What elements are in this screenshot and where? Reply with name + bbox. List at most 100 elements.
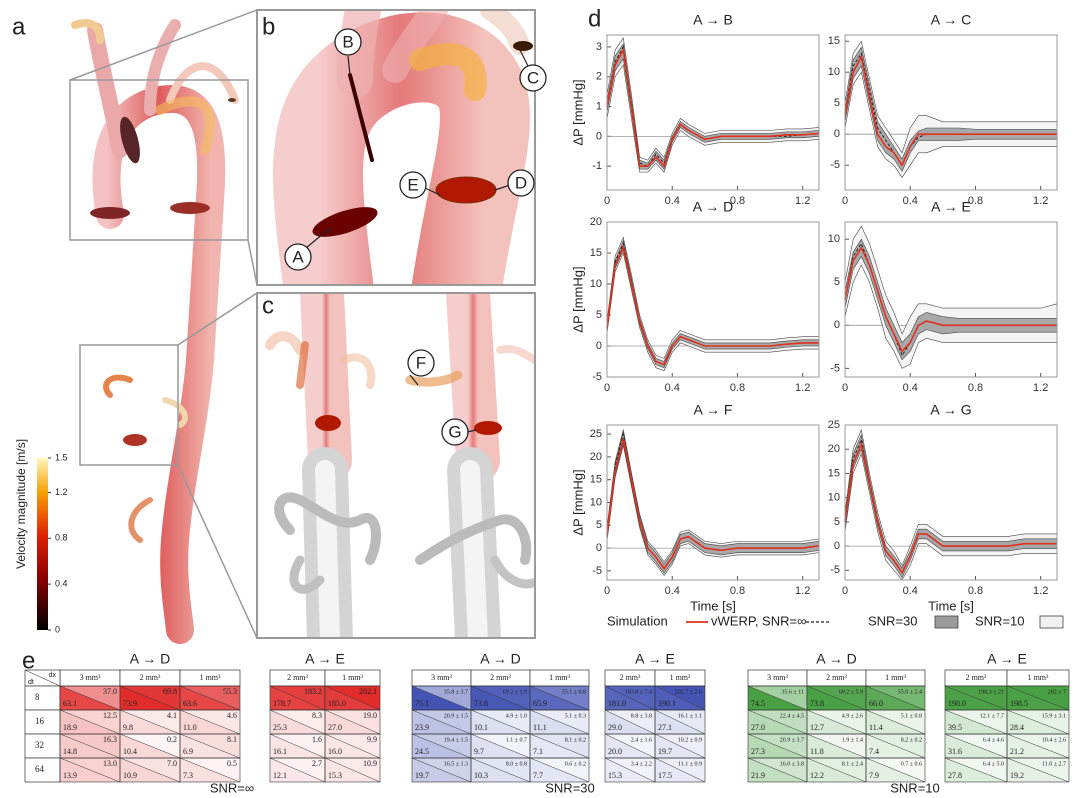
x-tick-label: 1.2	[1033, 382, 1048, 394]
marker-label: A	[292, 247, 304, 266]
cell-lower-value: 9.7	[474, 747, 484, 756]
cell-lower-value: 21.2	[1010, 747, 1024, 756]
x-tick-label: 0.8	[968, 585, 983, 597]
cell-lower-value: 12.2	[810, 771, 824, 780]
x-axis-label: Time [s]	[928, 598, 974, 613]
panel-label: d	[588, 5, 601, 32]
y-tick-label: 15	[590, 247, 602, 259]
y-tick-label: 25	[828, 419, 840, 431]
cell-upper-value: 16.1 ± 1.1	[678, 713, 702, 719]
chart-title: A → E	[931, 199, 971, 215]
cell-upper-value: 55.1 ± 0.8	[562, 689, 586, 695]
cell-lower-value: 63.6	[183, 699, 197, 708]
y-tick-label: 5	[834, 97, 840, 109]
x-tick-label: 0	[842, 585, 848, 597]
column-header: 1 mm³	[549, 673, 570, 682]
panel-label: b	[262, 13, 275, 40]
y-tick-label: -5	[592, 371, 602, 383]
cell-upper-value: 6.4 ± 4.6	[983, 737, 1004, 743]
cell-lower-value: 21.9	[751, 771, 765, 780]
row-header-cell	[25, 686, 60, 710]
column-header: 3 mm³	[80, 673, 101, 682]
colorbar-tick-label: 0.4	[55, 579, 68, 589]
cell-upper-value: 16.5 ± 1.3	[444, 761, 468, 767]
x-tick-label: 0.8	[730, 382, 745, 394]
cell-upper-value: 4.6	[227, 711, 237, 720]
cell-upper-value: 0.7 ± 0.6	[901, 761, 922, 767]
column-header: 2 mm³	[620, 673, 641, 682]
cell-lower-value: 6.9	[183, 747, 193, 756]
cell-upper-value: 15.9 ± 3.1	[1042, 713, 1066, 719]
cell-lower-value: 24.5	[415, 747, 429, 756]
cell-lower-value: 15.3	[328, 771, 342, 780]
cell-upper-value: 5.1 ± 0.3	[565, 713, 586, 719]
cell-lower-value: 11.0	[183, 723, 197, 732]
cell-lower-value: 10.4	[123, 747, 137, 756]
cell-upper-value: 55.0 ± 2.4	[898, 689, 922, 695]
cell-upper-value: 8.0 ± 0.8	[506, 761, 527, 767]
cell-upper-value: 5.1 ± 0.8	[901, 713, 922, 719]
cell-lower-value: 12.7	[810, 723, 824, 732]
row-header: 64	[35, 764, 45, 774]
y-tick-label: 0	[834, 128, 840, 140]
x-tick-label: 0.4	[903, 195, 918, 207]
y-tick-label: 0	[834, 319, 840, 331]
x-tick-label: 1.2	[795, 195, 810, 207]
cell-upper-value: 202 ± 7	[1048, 689, 1066, 695]
cell-lower-value: 11.8	[810, 747, 824, 756]
cell-upper-value: 35.6 ± 11	[781, 689, 804, 695]
cell-upper-value: 4.1	[167, 711, 177, 720]
cell-upper-value: 183.8 ± 7.4	[625, 689, 652, 695]
cell-upper-value: 3.4 ± 2.2	[631, 761, 652, 767]
cell-upper-value: 0.2	[167, 735, 177, 744]
cell-upper-value: 9.9	[367, 735, 377, 744]
chart-title: A → G	[930, 402, 971, 418]
y-tick-label: 20	[590, 451, 602, 463]
cell-lower-value: 27.1	[658, 723, 672, 732]
legend-swatch	[935, 616, 958, 628]
cell-lower-value: 198.0	[948, 699, 966, 708]
cell-upper-value: 1.6	[312, 735, 322, 744]
chart-title: A → D	[693, 199, 733, 215]
cell-lower-value: 27.0	[751, 723, 765, 732]
legend-label: vWERP, SNR=∞	[711, 613, 806, 628]
cell-lower-value: 185.0	[328, 699, 346, 708]
y-tick-label: 0	[596, 130, 602, 142]
x-tick-label: 0.4	[665, 585, 680, 597]
cell-upper-value: 8.1	[227, 735, 237, 744]
cell-upper-value: 202.7 ± 2.6	[675, 689, 702, 695]
chart-title: A → C	[931, 12, 971, 28]
x-tick-label: 0.4	[665, 195, 680, 207]
column-header: 3 mm³	[431, 673, 452, 682]
y-tick-label: -1	[592, 160, 602, 172]
cell-lower-value: 178.7	[273, 699, 291, 708]
cell-lower-value: 14.8	[63, 747, 77, 756]
y-tick-label: -5	[830, 159, 840, 171]
table-title: A → D	[816, 651, 856, 667]
legend-label: Simulation	[607, 613, 668, 628]
plot-area	[607, 425, 819, 580]
y-tick-label: -5	[592, 565, 602, 577]
cell-upper-value: 4.9 ± 2.6	[842, 713, 863, 719]
cell-lower-value: 28.4	[1010, 723, 1024, 732]
table-title: A → E	[305, 651, 345, 667]
y-axis-label: ΔP [mmHg]	[570, 266, 585, 332]
panel-label: a	[12, 13, 26, 40]
column-header: 1 mm³	[1028, 673, 1049, 682]
y-tick-label: 10	[828, 492, 840, 504]
chart-title: A → F	[694, 402, 733, 418]
y-tick-label: 25	[590, 428, 602, 440]
x-tick-label: 1.2	[1033, 195, 1048, 207]
marker-label: D	[515, 173, 527, 192]
x-tick-label: 0	[604, 382, 610, 394]
snr-label: SNR=30	[545, 780, 595, 795]
cell-lower-value: 19.7	[415, 771, 429, 780]
figure: abcdeABCDEFG00.40.81.21.5Velocity magnit…	[0, 0, 1078, 798]
plot-area	[607, 222, 819, 377]
cell-lower-value: 65.9	[533, 699, 547, 708]
cell-lower-value: 17.5	[658, 771, 672, 780]
cell-upper-value: 22.4 ± 4.5	[780, 713, 804, 719]
cell-lower-value: 27.8	[948, 771, 962, 780]
y-axis-label: ΔP [mmHg]	[570, 79, 585, 145]
cell-upper-value: 19.4 ± 1.5	[444, 737, 468, 743]
